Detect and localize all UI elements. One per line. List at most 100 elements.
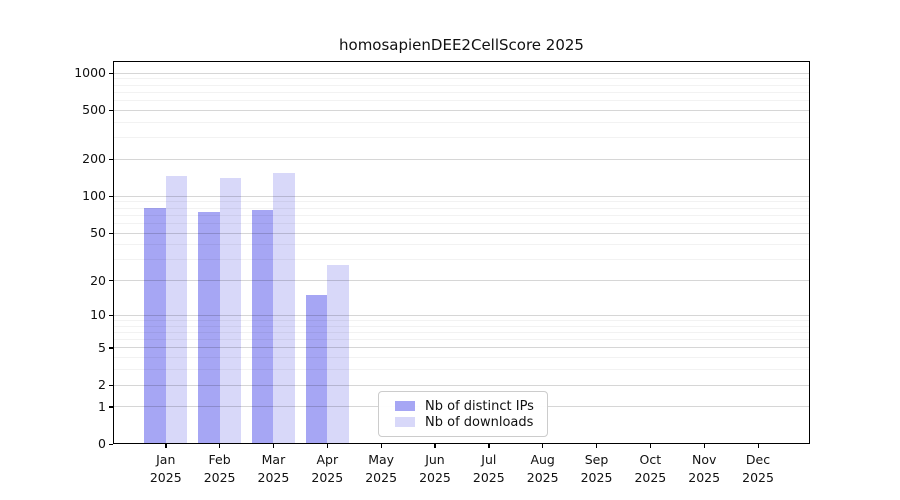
gridline-minor: [113, 214, 810, 216]
gridline-major: [113, 347, 810, 349]
x-tick-label: Feb 2025: [188, 451, 252, 486]
x-tick-label: Apr 2025: [295, 451, 359, 486]
x-tick-label-year: 2025: [419, 469, 451, 485]
y-tick: [109, 314, 113, 317]
x-tick: [757, 444, 759, 448]
x-tick-label: Jan 2025: [134, 451, 198, 486]
y-tick: [109, 232, 113, 234]
y-tick-label: 2: [98, 377, 106, 393]
x-tick-label: Sep 2025: [565, 451, 629, 486]
legend-item-downloads: Nb of downloads: [395, 414, 539, 430]
gridline-minor: [113, 137, 810, 139]
plot-area: [113, 61, 810, 444]
x-tick-label-year: 2025: [580, 469, 613, 485]
gridline-major: [113, 384, 810, 386]
gridline-major: [113, 280, 810, 282]
x-tick: [219, 444, 221, 448]
gridline-minor: [113, 91, 810, 93]
x-tick-label: Jul 2025: [457, 451, 521, 486]
x-tick-label-year: 2025: [311, 469, 344, 485]
x-tick-label: Oct 2025: [618, 451, 682, 486]
x-tick-label-year: 2025: [203, 469, 236, 485]
bar-nb-of-distinct-ips-mar: [251, 210, 274, 444]
gridline-minor: [113, 369, 810, 371]
x-tick-label-year: 2025: [742, 469, 774, 485]
x-tick-label-year: 2025: [688, 469, 721, 485]
y-tick: [109, 384, 113, 386]
y-tick: [109, 280, 113, 282]
bar-nb-of-downloads-feb: [219, 178, 242, 444]
x-tick-label: Mar 2025: [241, 451, 305, 486]
y-tick-label: 1: [98, 398, 106, 414]
y-tick-label: 1000: [74, 65, 106, 81]
y-tick: [109, 443, 113, 445]
y-tick: [109, 195, 113, 198]
legend-swatch-distinct-ips: [395, 401, 415, 411]
y-tick-label: 20: [90, 272, 106, 288]
x-tick: [649, 444, 652, 448]
gridline-major: [113, 314, 810, 316]
gridline-minor: [113, 259, 810, 261]
legend-label-downloads: Nb of downloads: [425, 414, 534, 430]
y-tick-label: 0: [98, 436, 106, 451]
gridline-minor: [113, 201, 810, 203]
legend-label-distinct-ips: Nb of distinct IPs: [425, 398, 534, 414]
bar-nb-of-distinct-ips-apr: [305, 295, 328, 444]
gridline-minor: [113, 244, 810, 246]
x-tick-label: May 2025: [349, 451, 413, 486]
y-tick-label: 500: [82, 102, 106, 118]
gridline-minor: [113, 325, 810, 327]
x-tick-label-year: 2025: [257, 469, 290, 485]
x-tick-label: Jun 2025: [403, 451, 467, 486]
y-tick-label: 50: [90, 225, 106, 241]
gridline-minor: [113, 78, 810, 80]
gridline-minor: [113, 222, 810, 224]
y-tick: [109, 72, 113, 75]
x-tick-label-year: 2025: [149, 469, 182, 485]
x-tick: [380, 444, 382, 448]
gridline-major: [113, 72, 810, 74]
y-tick-label: 5: [98, 339, 106, 355]
y-tick: [109, 158, 113, 161]
x-tick: [165, 444, 167, 448]
y-tick: [109, 406, 113, 408]
gridline-major: [113, 158, 810, 160]
legend-swatch-downloads: [395, 417, 415, 427]
gridline-minor: [113, 84, 810, 86]
x-tick-label-year: 2025: [365, 469, 398, 485]
x-tick-label: Nov 2025: [672, 451, 736, 486]
bar-nb-of-downloads-apr: [327, 265, 349, 444]
y-tick-label: 10: [90, 307, 106, 323]
y-tick-label: 100: [82, 188, 106, 204]
gridline-minor: [113, 339, 810, 341]
gridline-minor: [113, 207, 810, 209]
x-tick: [434, 444, 436, 448]
x-tick-label-year: 2025: [472, 469, 505, 485]
x-tick: [326, 444, 329, 448]
gridline-minor: [113, 121, 810, 123]
gridline-major: [113, 195, 810, 197]
y-tick-label: 200: [82, 151, 106, 167]
x-tick: [488, 444, 490, 448]
chart-title: homosapienDEE2CellScore 2025: [339, 36, 584, 54]
bar-nb-of-distinct-ips-feb: [198, 211, 220, 444]
x-tick-label: Aug 2025: [511, 451, 575, 486]
x-tick: [703, 444, 705, 448]
bar-nb-of-downloads-mar: [273, 172, 295, 444]
x-tick-label: Dec 2025: [726, 451, 790, 486]
x-tick-label-year: 2025: [634, 469, 667, 485]
bar-nb-of-distinct-ips-jan: [144, 207, 166, 444]
x-tick: [596, 444, 598, 448]
gridline-major: [113, 232, 810, 234]
y-tick: [109, 109, 113, 112]
gridline-minor: [113, 100, 810, 102]
gridline-minor: [113, 357, 810, 359]
x-tick: [272, 444, 275, 448]
bar-nb-of-downloads-jan: [165, 176, 188, 444]
x-tick-label-year: 2025: [526, 469, 559, 485]
gridline-minor: [113, 331, 810, 333]
gridline-major: [113, 109, 810, 111]
legend-item-distinct-ips: Nb of distinct IPs: [395, 398, 539, 414]
x-tick: [542, 444, 544, 448]
